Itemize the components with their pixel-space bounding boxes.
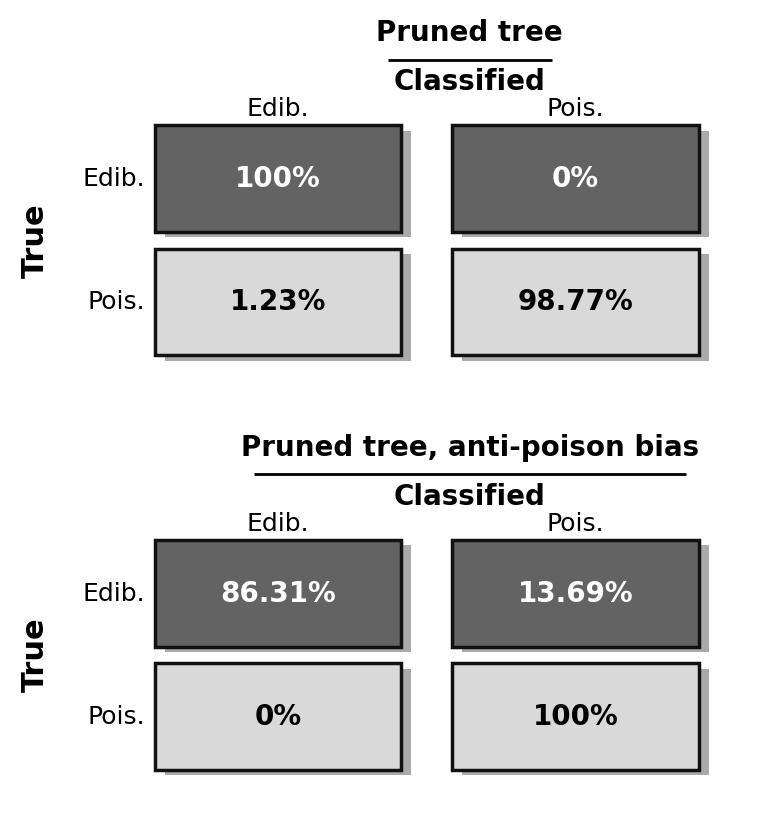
FancyBboxPatch shape	[463, 131, 709, 237]
Text: 98.77%: 98.77%	[518, 288, 633, 316]
Text: 0%: 0%	[552, 165, 599, 193]
Text: Pois.: Pois.	[547, 512, 604, 535]
Text: Edib.: Edib.	[82, 167, 145, 191]
Text: Edib.: Edib.	[247, 512, 309, 535]
Text: True: True	[20, 203, 50, 277]
Text: 100%: 100%	[532, 703, 619, 731]
FancyBboxPatch shape	[463, 546, 709, 652]
FancyBboxPatch shape	[154, 126, 401, 232]
Text: Pruned tree: Pruned tree	[377, 19, 563, 47]
Text: Edib.: Edib.	[247, 97, 309, 121]
Text: 86.31%: 86.31%	[220, 580, 336, 608]
Text: Classified: Classified	[394, 68, 546, 96]
FancyBboxPatch shape	[164, 669, 412, 775]
Text: 0%: 0%	[254, 703, 301, 731]
FancyBboxPatch shape	[463, 254, 709, 360]
Text: True: True	[20, 618, 50, 692]
Text: 100%: 100%	[235, 165, 321, 193]
FancyBboxPatch shape	[164, 546, 412, 652]
Text: Classified: Classified	[394, 483, 546, 511]
Text: Pois.: Pois.	[547, 97, 604, 121]
FancyBboxPatch shape	[453, 126, 699, 232]
Text: Pois.: Pois.	[87, 705, 145, 729]
FancyBboxPatch shape	[463, 669, 709, 775]
FancyBboxPatch shape	[164, 254, 412, 360]
Text: 13.69%: 13.69%	[518, 580, 633, 608]
Text: 1.23%: 1.23%	[229, 288, 327, 316]
FancyBboxPatch shape	[154, 541, 401, 647]
FancyBboxPatch shape	[453, 249, 699, 355]
Text: Pois.: Pois.	[87, 290, 145, 314]
FancyBboxPatch shape	[164, 131, 412, 237]
Text: Edib.: Edib.	[82, 582, 145, 606]
FancyBboxPatch shape	[453, 664, 699, 770]
FancyBboxPatch shape	[154, 249, 401, 355]
Text: Pruned tree, anti-poison bias: Pruned tree, anti-poison bias	[240, 434, 699, 462]
FancyBboxPatch shape	[453, 541, 699, 647]
FancyBboxPatch shape	[154, 664, 401, 770]
